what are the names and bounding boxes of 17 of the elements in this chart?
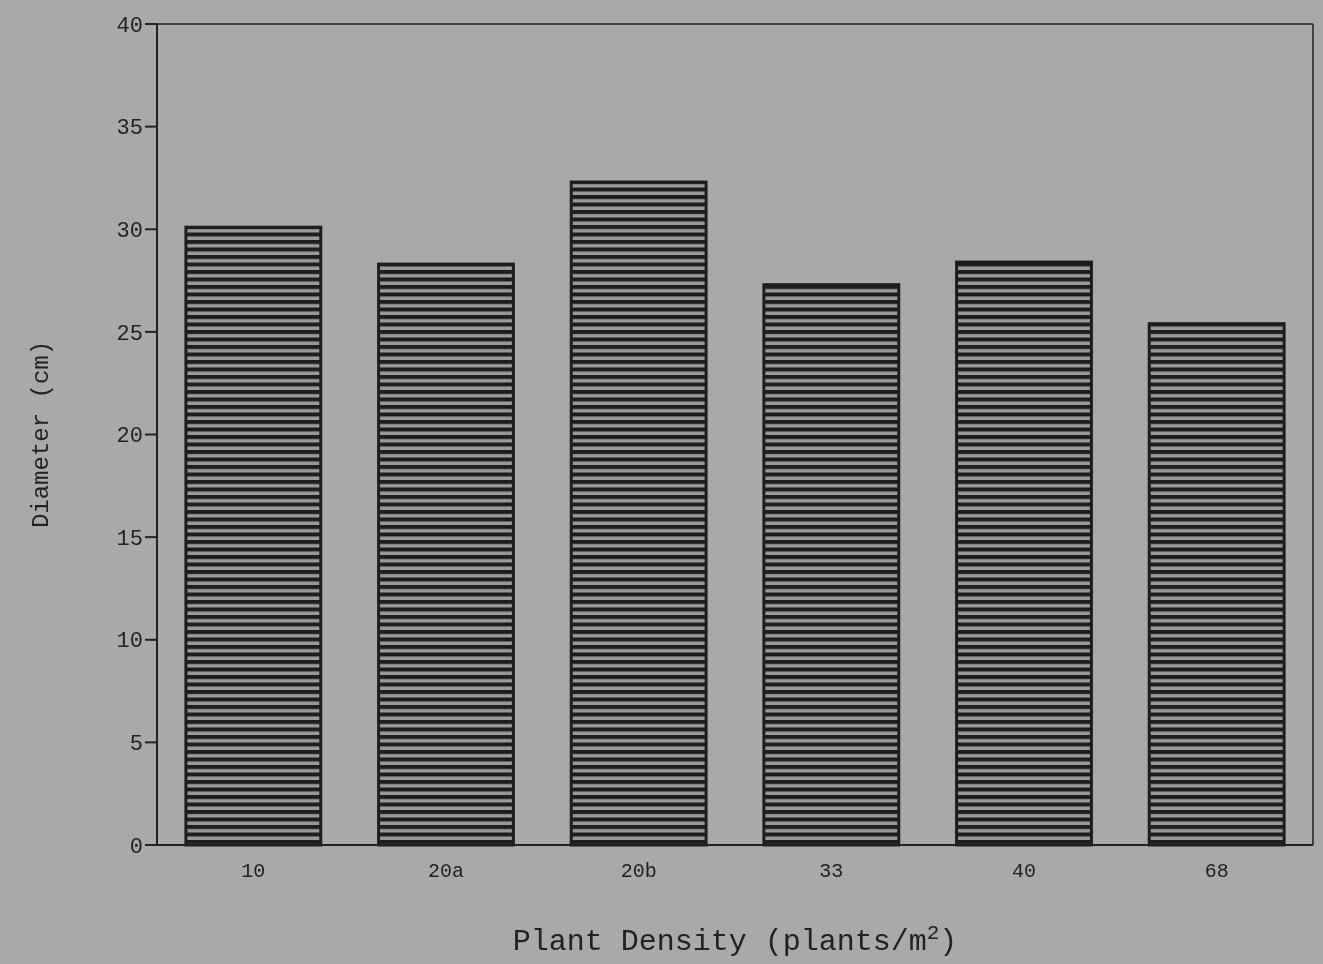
- y-tick-label: 10: [116, 629, 143, 655]
- y-tick-label: 0: [129, 834, 143, 860]
- x-tick-label: 20a: [427, 860, 465, 883]
- x-tick-label: 10: [241, 860, 266, 883]
- x-tick-label: 68: [1204, 860, 1229, 883]
- x-tick-label: 40: [1011, 860, 1037, 883]
- y-tick-label: 20: [116, 424, 143, 450]
- x-axis-title: Plant Density (plants/m$^{2}$): [512, 921, 958, 959]
- y-tick-label: 30: [116, 218, 143, 244]
- y-axis-title: Diameter (cm): [28, 340, 55, 529]
- x-tick-label: 33: [819, 860, 844, 883]
- y-tick-label: 25: [116, 321, 143, 347]
- y-tick-label: 5: [129, 732, 143, 758]
- y-tick-label: 35: [116, 116, 143, 142]
- y-tick-label: 40: [116, 13, 143, 39]
- y-tick-label: 15: [116, 526, 143, 552]
- x-tick-label: 20b: [620, 860, 657, 883]
